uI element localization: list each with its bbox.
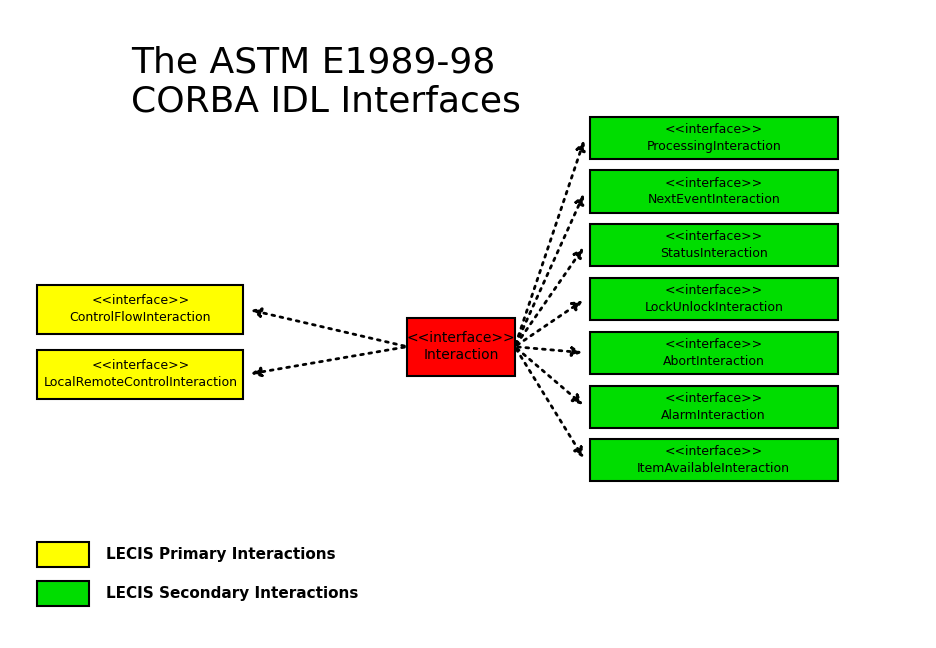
FancyBboxPatch shape	[590, 278, 838, 320]
Text: <<interface>>: <<interface>>	[92, 294, 189, 308]
Text: AlarmInteraction: AlarmInteraction	[662, 408, 766, 422]
Text: ProcessingInteraction: ProcessingInteraction	[647, 139, 781, 153]
FancyBboxPatch shape	[37, 542, 89, 567]
FancyBboxPatch shape	[590, 439, 838, 481]
FancyBboxPatch shape	[590, 332, 838, 374]
Text: <<interface>>: <<interface>>	[665, 122, 763, 136]
Text: StatusInteraction: StatusInteraction	[660, 247, 768, 260]
Text: ControlFlowInteraction: ControlFlowInteraction	[69, 311, 212, 325]
FancyBboxPatch shape	[37, 350, 243, 399]
Text: <<interface>>: <<interface>>	[92, 359, 189, 373]
Text: <<interface>>: <<interface>>	[665, 445, 763, 459]
Text: <<interface>>: <<interface>>	[665, 176, 763, 190]
FancyBboxPatch shape	[37, 581, 89, 606]
FancyBboxPatch shape	[590, 117, 838, 159]
Text: <<interface>>: <<interface>>	[665, 230, 763, 244]
Text: <<interface>>: <<interface>>	[665, 284, 763, 297]
Text: LocalRemoteControlInteraction: LocalRemoteControlInteraction	[43, 376, 238, 389]
Text: <<interface>>: <<interface>>	[665, 338, 763, 351]
FancyBboxPatch shape	[37, 285, 243, 334]
FancyBboxPatch shape	[590, 170, 838, 213]
Text: Interaction: Interaction	[423, 348, 499, 362]
Text: LECIS Primary Interactions: LECIS Primary Interactions	[106, 547, 335, 562]
Text: <<interface>>: <<interface>>	[665, 391, 763, 405]
Text: AbortInteraction: AbortInteraction	[663, 354, 765, 368]
Text: ItemAvailableInteraction: ItemAvailableInteraction	[637, 462, 790, 476]
FancyBboxPatch shape	[590, 386, 838, 428]
Text: LECIS Secondary Interactions: LECIS Secondary Interactions	[106, 586, 358, 601]
FancyBboxPatch shape	[407, 318, 515, 376]
Text: The ASTM E1989-98
CORBA IDL Interfaces: The ASTM E1989-98 CORBA IDL Interfaces	[131, 45, 521, 119]
Text: LockUnlockInteraction: LockUnlockInteraction	[644, 301, 783, 314]
Text: <<interface>>: <<interface>>	[406, 331, 516, 345]
FancyBboxPatch shape	[590, 224, 838, 266]
Text: NextEventInteraction: NextEventInteraction	[648, 193, 780, 207]
